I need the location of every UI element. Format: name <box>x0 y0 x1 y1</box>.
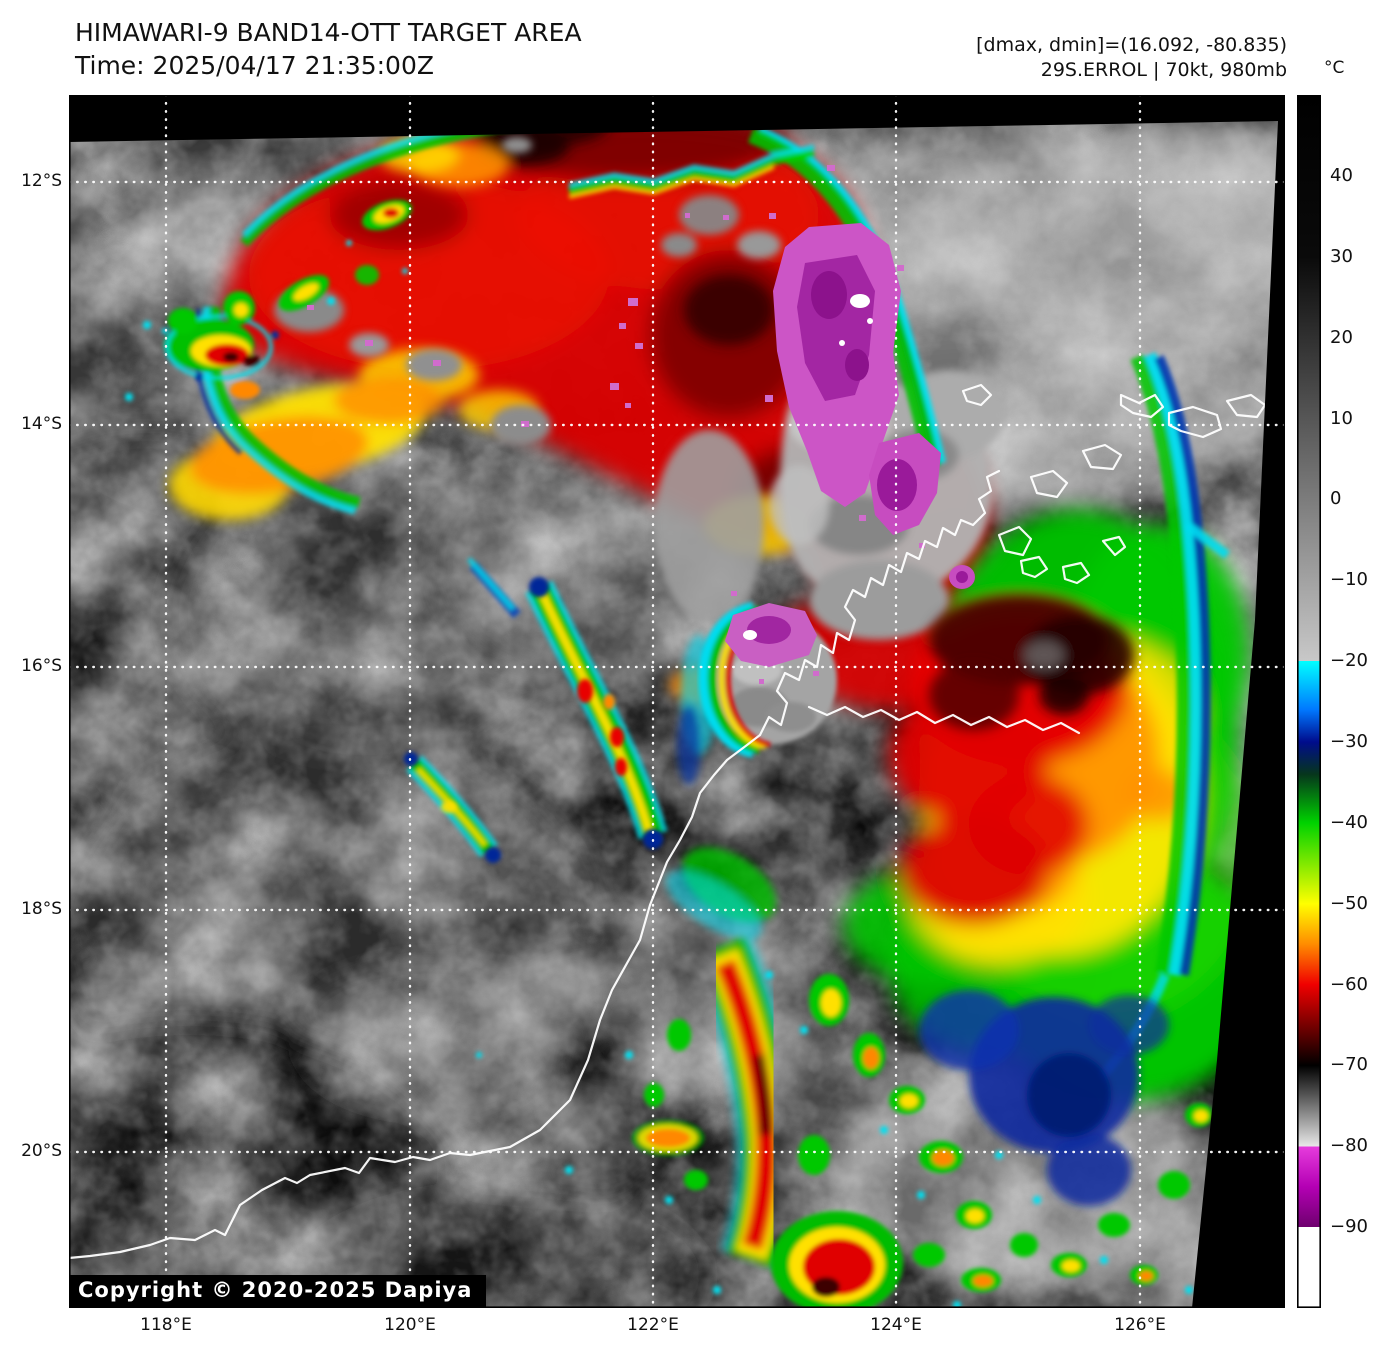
south-convection <box>476 934 1213 1308</box>
satellite-image-panel: Copyright © 2020-2025 Dapiya <box>69 95 1285 1308</box>
header-right: [dmax, dmin]=(16.092, -80.835) 29S.ERROL… <box>976 33 1287 83</box>
colorbar-tick-m60: −60 <box>1330 974 1368 995</box>
lon-label-124e: 124°E <box>870 1315 922 1335</box>
colorbar-tick-m30: −30 <box>1330 731 1368 752</box>
lat-label-20s: 20°S <box>21 1141 62 1161</box>
lon-label-120e: 120°E <box>384 1315 436 1335</box>
copyright-badge: Copyright © 2020-2025 Dapiya <box>69 1275 487 1308</box>
no-data-region <box>69 95 1285 1308</box>
graticule <box>69 95 1285 1308</box>
lat-label-12s: 12°S <box>21 171 62 191</box>
storm-intensity-label: 29S.ERROL | 70kt, 980mb <box>1040 59 1287 81</box>
colorbar-tick-m40: −40 <box>1330 812 1368 833</box>
topleft-cells <box>125 199 412 401</box>
colorbar-tick-m70: −70 <box>1330 1054 1368 1075</box>
magenta-cold-tops <box>307 165 975 684</box>
colorbar-frame <box>1297 95 1321 1309</box>
lon-label-126e: 126°E <box>1114 1315 1166 1335</box>
colorbar <box>1297 95 1321 1309</box>
colorbar-tick-m90: −90 <box>1330 1216 1368 1237</box>
colorbar-tick-10: 10 <box>1330 408 1353 429</box>
lat-label-14s: 14°S <box>21 414 62 434</box>
colorbar-tick-0: 0 <box>1330 488 1342 509</box>
colorbar-tick-40: 40 <box>1330 165 1353 186</box>
colorbar-tick-m10: −10 <box>1330 569 1368 590</box>
dmax-dmin-label: [dmax, dmin]=(16.092, -80.835) <box>976 34 1287 56</box>
coastline <box>69 383 1267 1260</box>
lat-label-18s: 18°S <box>21 899 62 919</box>
dark-cold-cores-east <box>929 595 1134 730</box>
coldest-pixel-markers <box>743 294 873 640</box>
colorbar-tick-m20: −20 <box>1330 650 1368 671</box>
lat-label-16s: 16°S <box>21 656 62 676</box>
colorbar-tick-m80: −80 <box>1330 1135 1368 1156</box>
colorbar-gradient <box>1297 95 1321 1308</box>
colorbar-tick-30: 30 <box>1330 246 1353 267</box>
satellite-imagery <box>69 95 1285 1308</box>
colorbar-unit-label: °C <box>1324 58 1345 78</box>
colorbar-tick-m50: −50 <box>1330 893 1368 914</box>
time-label: Time: 2025/04/17 21:35:00Z <box>75 51 434 80</box>
map-frame <box>69 95 1285 1308</box>
page-title: HIMAWARI-9 BAND14-OTT TARGET AREA <box>75 18 582 47</box>
lon-label-122e: 122°E <box>627 1315 679 1335</box>
magenta-speckles <box>307 165 925 684</box>
colorbar-tick-20: 20 <box>1330 327 1353 348</box>
lon-label-118e: 118°E <box>140 1315 192 1335</box>
